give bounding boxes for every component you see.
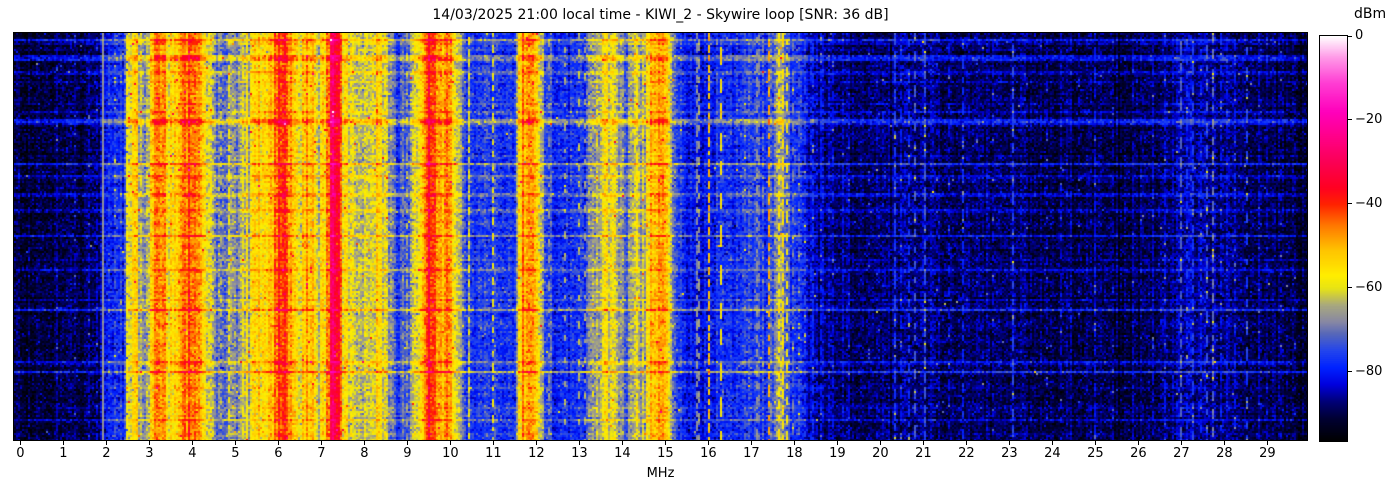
x-axis-tick (492, 441, 494, 445)
spectrogram-canvas (14, 33, 1307, 440)
colorbar-tick (1348, 35, 1352, 37)
x-axis-tick (19, 441, 21, 445)
x-axis-tick (664, 441, 666, 445)
x-axis-tick-label: 28 (1216, 446, 1233, 461)
x-axis-tick (105, 441, 107, 445)
colorbar-tick (1348, 371, 1352, 373)
x-axis-tick-label: 22 (958, 446, 975, 461)
plot-title: 14/03/2025 21:00 local time - KIWI_2 - S… (432, 7, 889, 23)
x-axis-label: MHz (646, 466, 675, 481)
colorbar-tick-label: −80 (1355, 363, 1383, 379)
x-axis-tick-label: 27 (1173, 446, 1190, 461)
x-axis-tick (793, 441, 795, 445)
x-axis-tick-label: 12 (528, 446, 545, 461)
x-axis-tick-label: 6 (274, 446, 283, 461)
x-axis-tick-label: 2 (102, 446, 111, 461)
x-axis-tick-label: 1 (59, 446, 68, 461)
x-axis-tick (1137, 441, 1139, 445)
x-axis-tick-label: 25 (1087, 446, 1104, 461)
x-axis-tick (879, 441, 881, 445)
x-axis-tick (406, 441, 408, 445)
colorbar-tick (1348, 203, 1352, 205)
x-axis-tick-label: 29 (1259, 446, 1276, 461)
spectrogram-plot-area (13, 32, 1308, 441)
x-axis-tick-label: 5 (231, 446, 240, 461)
x-axis-tick (148, 441, 150, 445)
x-axis-tick (62, 441, 64, 445)
x-axis-tick (1008, 441, 1010, 445)
x-axis-tick (449, 441, 451, 445)
x-axis-tick (1180, 441, 1182, 445)
x-axis-tick-label: 10 (442, 446, 459, 461)
x-axis-tick (1094, 441, 1096, 445)
colorbar-label: dBm (1354, 6, 1387, 22)
x-axis-tick (578, 441, 580, 445)
x-axis-tick-label: 14 (614, 446, 631, 461)
x-axis-tick (277, 441, 279, 445)
x-axis-tick-label: 19 (829, 446, 846, 461)
x-axis-tick-label: 24 (1044, 446, 1061, 461)
x-axis-tick (320, 441, 322, 445)
x-axis-tick (191, 441, 193, 445)
colorbar-tick (1348, 287, 1352, 289)
x-axis-tick (922, 441, 924, 445)
x-axis-tick (535, 441, 537, 445)
x-axis-tick-label: 3 (145, 446, 154, 461)
x-axis-tick-label: 11 (485, 446, 502, 461)
x-axis-tick-label: 15 (657, 446, 674, 461)
x-axis-tick (234, 441, 236, 445)
x-axis-tick-label: 9 (403, 446, 412, 461)
x-axis-tick (750, 441, 752, 445)
x-axis-tick-label: 13 (571, 446, 588, 461)
colorbar-tick-label: 0 (1355, 28, 1364, 43)
x-axis-tick (363, 441, 365, 445)
colorbar-tick-label: −40 (1355, 195, 1383, 211)
colorbar-tick (1348, 119, 1352, 121)
x-axis-tick (1266, 441, 1268, 445)
x-axis-tick-label: 17 (743, 446, 760, 461)
colorbar-canvas (1320, 36, 1347, 441)
x-axis-tick (707, 441, 709, 445)
x-axis-tick-label: 21 (915, 446, 932, 461)
x-axis-tick-label: 20 (872, 446, 889, 461)
x-axis-tick-label: 16 (700, 446, 717, 461)
x-axis-tick (621, 441, 623, 445)
x-axis-tick-label: 7 (317, 446, 326, 461)
colorbar (1319, 35, 1348, 442)
x-axis-tick-label: 0 (16, 446, 25, 461)
x-axis-tick (836, 441, 838, 445)
x-axis-tick (1051, 441, 1053, 445)
x-axis-tick-label: 8 (360, 446, 369, 461)
colorbar-tick-label: −60 (1355, 279, 1383, 295)
x-axis-tick-label: 18 (786, 446, 803, 461)
x-axis-tick-label: 4 (188, 446, 197, 461)
colorbar-tick-label: −20 (1355, 111, 1383, 127)
x-axis-tick (965, 441, 967, 445)
x-axis-tick (1223, 441, 1225, 445)
x-axis-tick-label: 23 (1001, 446, 1018, 461)
x-axis-tick-label: 26 (1130, 446, 1147, 461)
